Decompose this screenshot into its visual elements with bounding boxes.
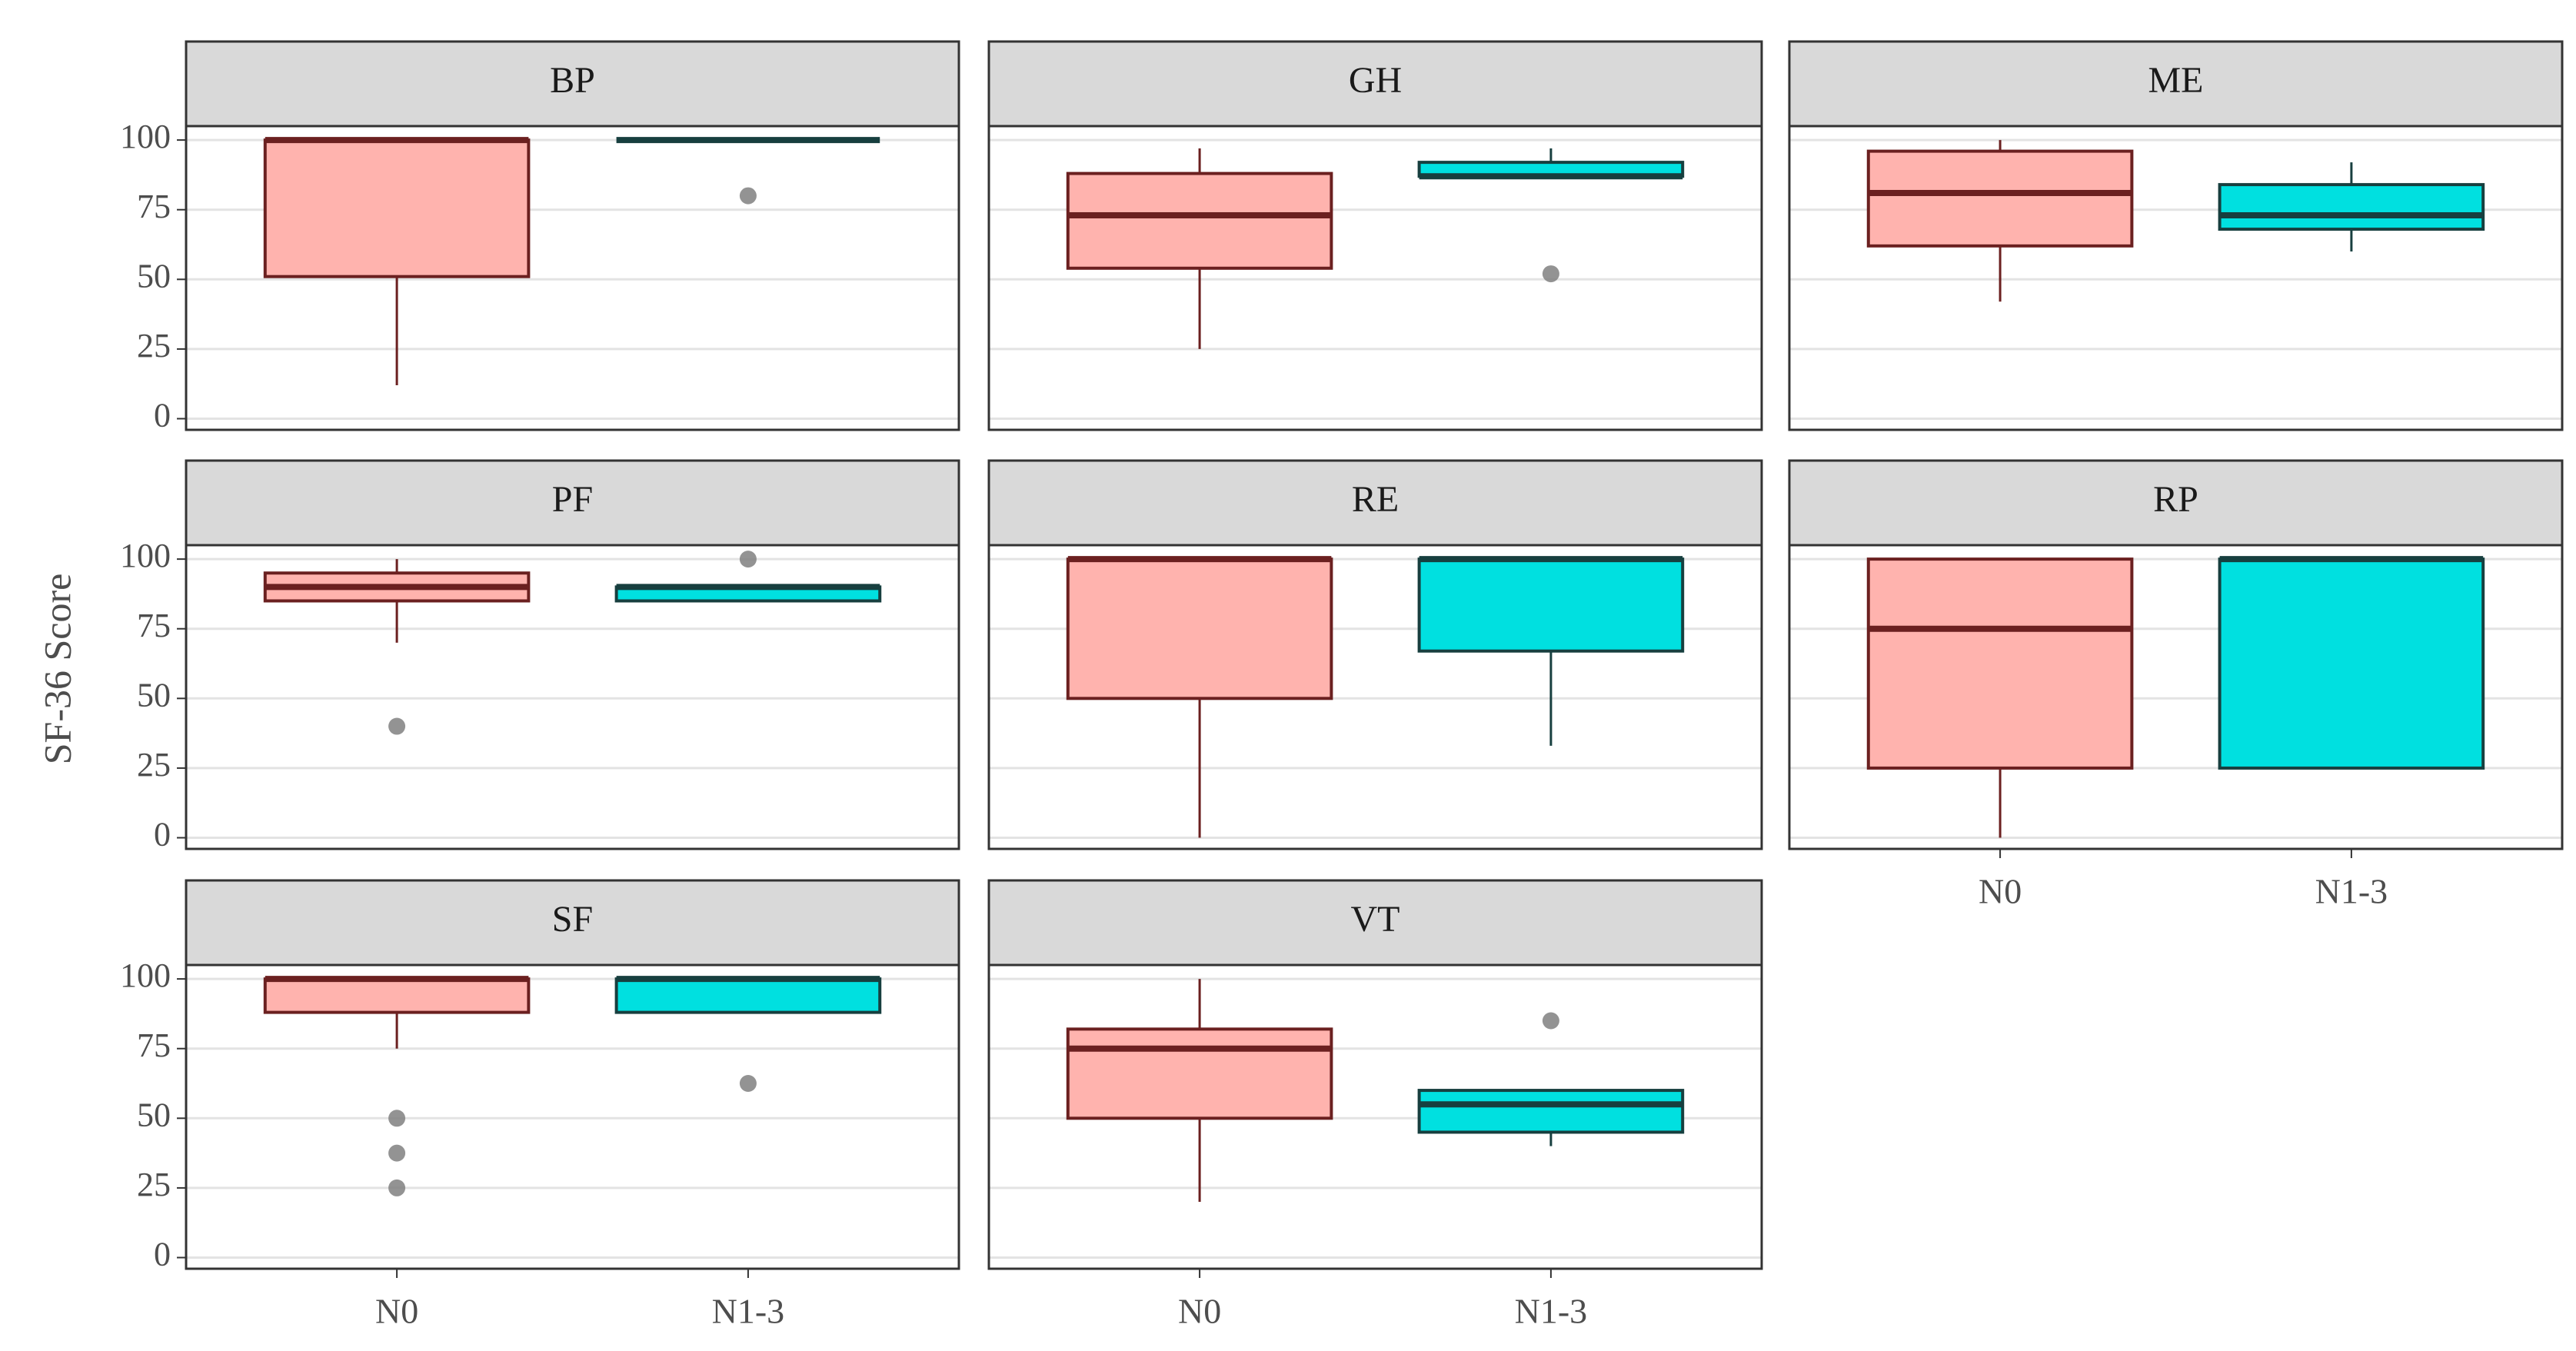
outlier <box>1542 1012 1559 1030</box>
y-tick-label: 25 <box>137 1166 171 1203</box>
x-tick-label: N0 <box>1178 1292 1221 1331</box>
strip <box>987 40 1763 128</box>
box <box>1066 1027 1333 1120</box>
outlier <box>739 551 757 568</box>
y-tick-label: 50 <box>137 676 171 714</box>
box <box>263 977 531 1014</box>
y-tick-label: 50 <box>137 1096 171 1133</box>
strip-title: RP <box>2153 479 2198 520</box>
x-tick-label: N0 <box>1979 872 2022 911</box>
strip-title: VT <box>1351 899 1400 940</box>
y-tick-label: 75 <box>137 188 171 225</box>
strip <box>987 459 1763 547</box>
y-tick-label: 0 <box>154 1236 171 1273</box>
y-tick-label: 50 <box>137 257 171 294</box>
outlier <box>388 717 406 735</box>
x-tick-label: N1-3 <box>1515 1292 1588 1331</box>
strip-title: SF <box>552 899 593 940</box>
strip <box>185 879 960 967</box>
outlier <box>388 1179 406 1196</box>
strip-title: GH <box>1349 60 1402 101</box>
strip <box>1788 40 2564 128</box>
outlier <box>739 187 757 205</box>
y-tick-label: 75 <box>137 607 171 644</box>
x-tick-label: N1-3 <box>2315 872 2388 911</box>
box <box>1066 557 1333 700</box>
strip-title: RE <box>1352 479 1399 520</box>
x-tick-label: N0 <box>375 1292 418 1331</box>
panel-background <box>186 965 959 1269</box>
y-axis-title: SF-36 Score <box>35 574 78 765</box>
y-tick-label: 25 <box>137 327 171 364</box>
box <box>2218 183 2485 231</box>
outlier <box>388 1110 406 1127</box>
strip-title: PF <box>552 479 593 520</box>
strip-title: ME <box>2148 60 2204 101</box>
box <box>1866 557 2134 770</box>
outlier <box>1542 265 1559 283</box>
box <box>1417 1089 1685 1134</box>
outlier <box>388 1144 406 1162</box>
y-tick-label: 25 <box>137 746 171 784</box>
box <box>614 977 882 1014</box>
y-tick-label: 100 <box>120 537 171 574</box>
outlier <box>739 1075 757 1093</box>
box <box>1066 171 1333 270</box>
y-tick-label: 0 <box>154 816 171 854</box>
box <box>1866 149 2134 248</box>
strip <box>185 40 960 128</box>
box <box>1417 557 1685 653</box>
y-tick-label: 75 <box>137 1027 171 1064</box>
strip <box>1788 459 2564 547</box>
strip <box>185 459 960 547</box>
y-tick-label: 100 <box>120 118 171 155</box>
y-tick-label: 0 <box>154 397 171 434</box>
x-tick-label: N1-3 <box>712 1292 785 1331</box>
strip <box>987 879 1763 967</box>
box <box>263 138 531 278</box>
strip-title: BP <box>550 60 595 101</box>
y-tick-label: 100 <box>120 957 171 994</box>
box <box>2218 557 2485 770</box>
